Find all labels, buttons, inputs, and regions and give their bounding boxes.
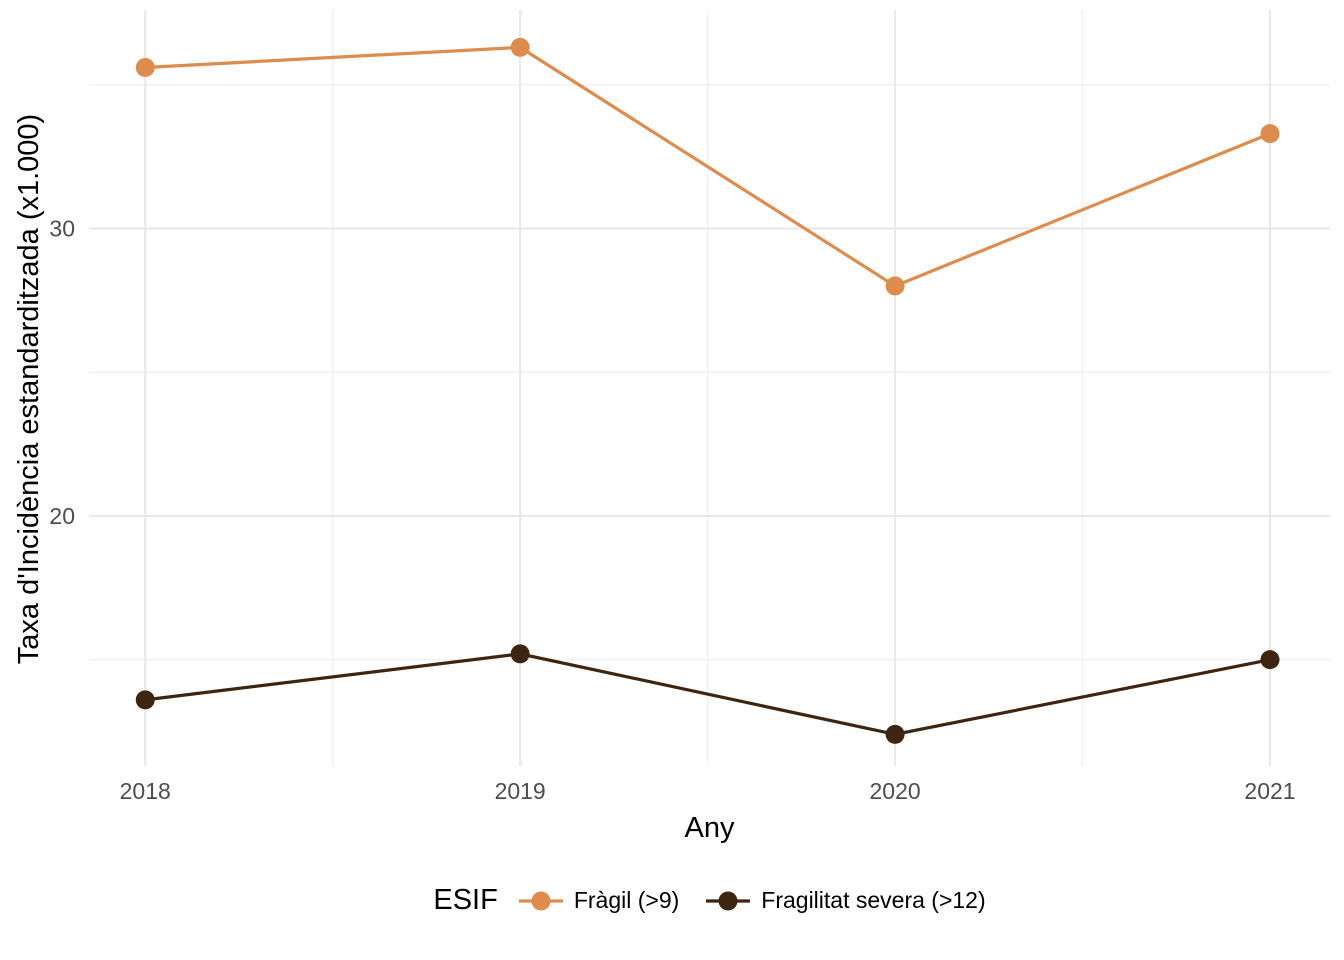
x-tick-label: 2021: [1244, 778, 1295, 804]
x-tick-label: 2020: [870, 778, 921, 804]
legend-key-icon: [518, 891, 563, 910]
legend-item: Fragilitat severa (>12): [705, 886, 986, 916]
legend-key-icon: [706, 891, 751, 910]
data-point: [135, 57, 155, 77]
legend-item-label: Fragilitat severa (>12): [761, 887, 986, 913]
data-point: [510, 37, 530, 57]
y-tick-label: 20: [49, 503, 75, 529]
legend-title: ESIF: [433, 884, 498, 916]
series-line: [145, 652, 1271, 737]
legend: ESIF Fràgil (>9) Fragilitat severa (>12): [89, 884, 1330, 917]
data-point: [135, 690, 155, 710]
x-tick-label: 2018: [120, 778, 171, 804]
y-axis-title: Taxa d'Incidència estandarditzada (x1.00…: [13, 113, 45, 665]
data-point: [885, 724, 905, 744]
data-point: [885, 276, 905, 296]
data-point: [510, 644, 530, 664]
x-tick-label: 2019: [495, 778, 546, 804]
legend-item: Fràgil (>9): [518, 886, 679, 916]
x-axis-title: Any: [684, 812, 735, 844]
legend-item-label: Fràgil (>9): [573, 887, 680, 913]
data-point: [1260, 650, 1280, 670]
legend-items: Fràgil (>9) Fragilitat severa (>12): [518, 886, 986, 916]
y-tick-label: 30: [49, 215, 75, 241]
data-point: [1260, 124, 1280, 144]
series-line: [145, 45, 1271, 288]
